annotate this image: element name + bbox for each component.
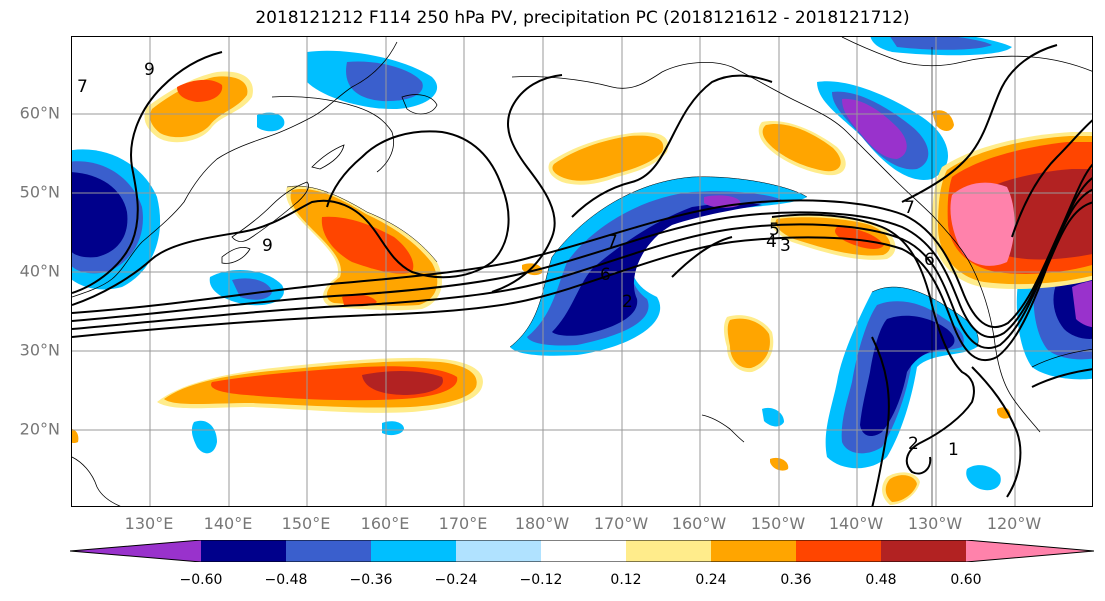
pv-contours (72, 44, 1092, 506)
graticule (72, 37, 1092, 506)
contour-label: 3 (780, 236, 791, 256)
contour-label: 6 (600, 265, 611, 285)
lat-label-40n: 40°N (19, 261, 60, 281)
map-canvas: 9 7 9 7 6 2 5 4 3 6 7 2 1 (72, 37, 1092, 506)
contour-label: 6 (924, 250, 935, 270)
colorbar-tick-label: −0.48 (264, 572, 308, 588)
contour-label-group: 9 7 9 7 6 2 5 4 3 6 7 2 1 (77, 60, 959, 460)
colorbar-tick-label: 0.12 (610, 572, 642, 588)
colorbar-tick-label: −0.24 (434, 572, 478, 588)
colorbar-segment (711, 540, 796, 562)
colorbar-tick-label: 0.36 (780, 572, 812, 588)
colorbar-tick-label: −0.60 (179, 572, 223, 588)
colorbar (70, 540, 1094, 562)
lon-label: 160°W (671, 514, 727, 533)
lon-label: 130°W (907, 514, 963, 533)
contour-label: 7 (904, 198, 915, 218)
lat-label-30n: 30°N (19, 340, 60, 360)
colorbar-segment (796, 540, 881, 562)
colorbar-segment (70, 540, 201, 562)
lon-label: 180°W (514, 514, 570, 533)
colorbar-segment (201, 540, 286, 562)
lon-label: 120°W (986, 514, 1042, 533)
lon-label: 170°E (438, 514, 488, 533)
map-panel: 9 7 9 7 6 2 5 4 3 6 7 2 1 (71, 36, 1093, 507)
contour-label: 5 (769, 220, 780, 240)
lon-label: 150°E (281, 514, 331, 533)
lat-label-20n: 20°N (19, 419, 60, 439)
lat-label-50n: 50°N (19, 182, 60, 202)
colorbar-tick-label: −0.36 (349, 572, 393, 588)
lon-label: 170°W (593, 514, 649, 533)
colorbar-segment (456, 540, 541, 562)
colorbar-tick-label: −0.12 (519, 572, 563, 588)
contour-label: 2 (622, 292, 633, 312)
contour-label: 2 (908, 434, 919, 454)
colorbar-tick-label: 0.48 (865, 572, 897, 588)
lon-label: 140°W (828, 514, 884, 533)
colorbar-segment (626, 540, 711, 562)
colorbar-segment (541, 540, 626, 562)
contour-label: 7 (607, 232, 618, 252)
lon-label: 130°E (124, 514, 174, 533)
colorbar-segment (966, 540, 1094, 562)
contour-label: 1 (948, 440, 959, 460)
lon-label: 160°E (360, 514, 410, 533)
contour-label: 4 (766, 232, 777, 252)
colorbar-segment (371, 540, 456, 562)
coastlines (72, 37, 1092, 506)
map-title: 2018121212 F114 250 hPa PV, precipitatio… (255, 8, 910, 28)
colorbar-segment (881, 540, 966, 562)
contour-label: 7 (77, 77, 88, 97)
contour-label: 9 (144, 60, 155, 80)
colorbar-tick-label: 0.24 (695, 572, 727, 588)
colorbar-segment (286, 540, 371, 562)
lon-label: 150°W (750, 514, 806, 533)
contour-label: 9 (262, 236, 273, 256)
lat-label-60n: 60°N (19, 103, 60, 123)
colorbar-tick-label: 0.60 (950, 572, 982, 588)
lon-label: 140°E (203, 514, 253, 533)
